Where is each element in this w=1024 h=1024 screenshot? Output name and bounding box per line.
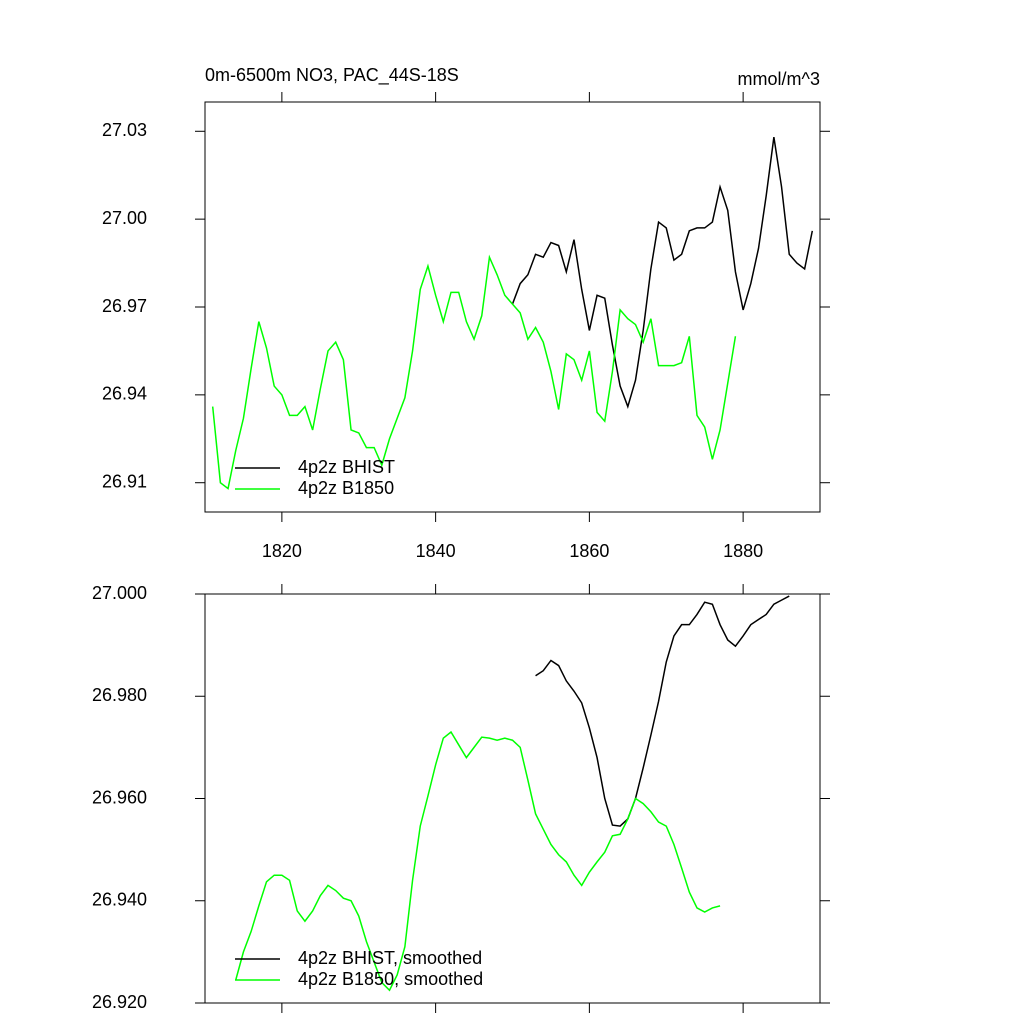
y-tick-label: 26.980 [92, 685, 147, 705]
y-tick-label: 26.960 [92, 787, 147, 807]
x-tick-label: 1840 [416, 541, 456, 561]
x-tick-label: 1820 [262, 541, 302, 561]
series-line [211, 254, 737, 490]
series-line [235, 730, 721, 992]
y-tick-label: 26.940 [92, 890, 147, 910]
y-tick-label: 26.91 [102, 471, 147, 491]
legend-label: 4p2z BHIST [298, 457, 395, 477]
series-line [535, 595, 790, 827]
unit-label: mmol/m^3 [738, 69, 820, 89]
chart-title: 0m-6500m NO3, PAC_44S-18S [205, 65, 459, 86]
plot-frame [204, 593, 821, 1004]
legend-label: 4p2z B1850, smoothed [298, 969, 483, 989]
y-tick-label: 26.97 [102, 296, 147, 316]
plot-frame [204, 101, 821, 513]
series-line [511, 137, 814, 409]
y-tick-label: 26.94 [102, 384, 147, 404]
x-tick-label: 1860 [569, 541, 609, 561]
y-tick-label: 26.920 [92, 992, 147, 1012]
legend-label: 4p2z BHIST, smoothed [298, 948, 482, 968]
y-tick-label: 27.03 [102, 120, 147, 140]
x-tick-label: 1880 [723, 541, 763, 561]
legend-label: 4p2z B1850 [298, 478, 394, 498]
y-tick-label: 27.00 [102, 208, 147, 228]
y-tick-label: 27.000 [92, 583, 147, 603]
